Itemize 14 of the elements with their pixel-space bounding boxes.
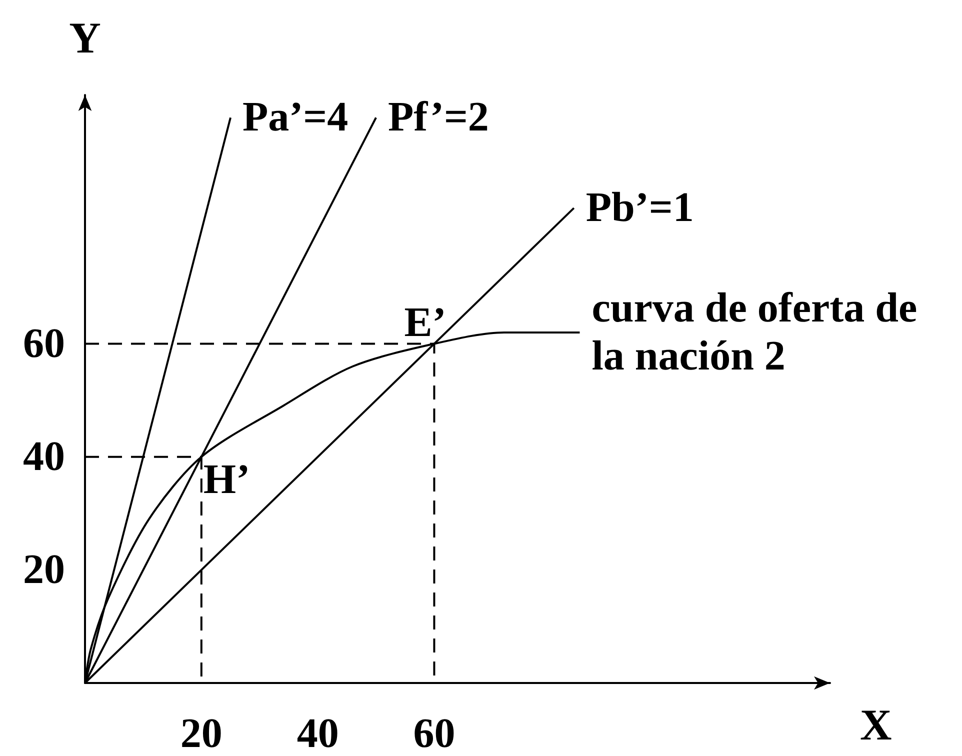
series-label: Pf’=2 (388, 94, 489, 141)
x-tick-label: 20 (180, 711, 222, 756)
y-axis-title: Y (69, 14, 101, 62)
y-tick-label: 60 (23, 320, 65, 367)
x-axis-title: X (860, 700, 892, 750)
x-tick-label: 40 (296, 711, 339, 756)
annotation: H’ (203, 456, 250, 503)
series-label: Pb’=1 (586, 185, 694, 232)
series-label: Pa’=4 (242, 94, 348, 141)
annotation: E’ (404, 300, 446, 346)
series-label: curva de oferta de la nación 2 (592, 285, 928, 380)
x-tick-label: 60 (413, 711, 456, 756)
y-tick-label: 40 (23, 434, 65, 480)
y-tick-label: 20 (23, 546, 65, 593)
